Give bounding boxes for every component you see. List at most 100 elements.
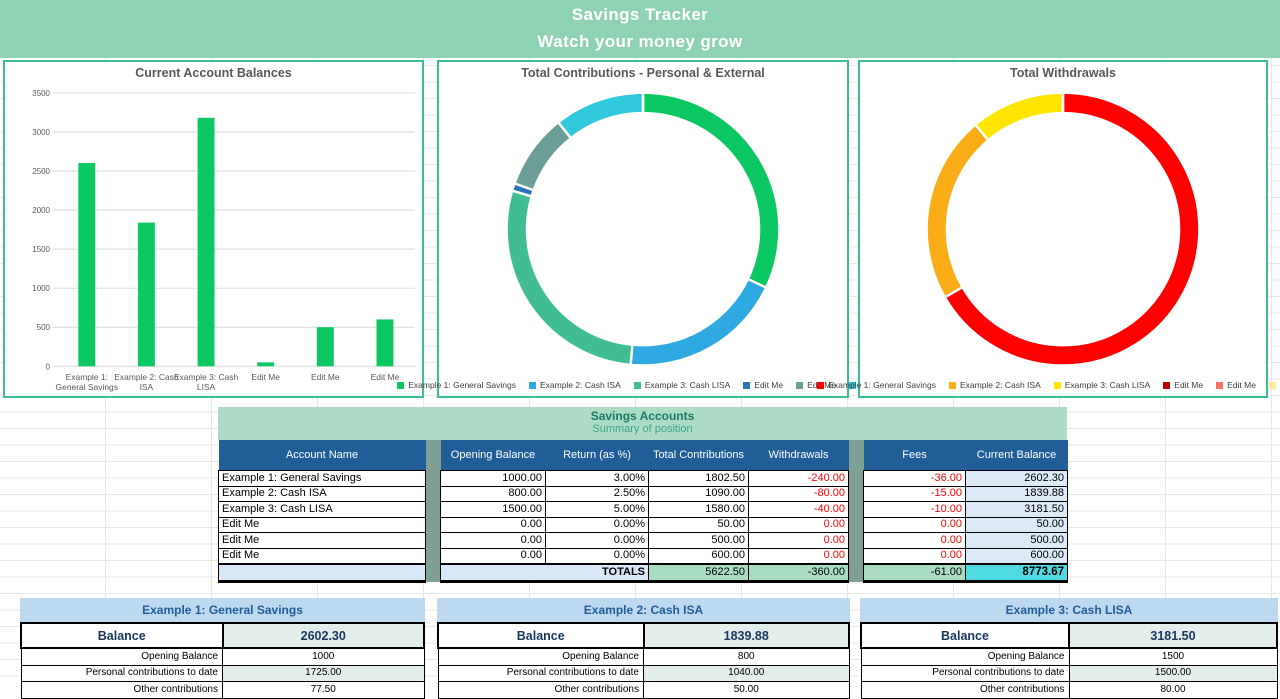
donut-chart-withdrawals[interactable]: Total Withdrawals Example 1: General Sav… xyxy=(858,60,1268,398)
detail-value[interactable]: 1000 xyxy=(223,648,425,665)
y-tick-label: 3500 xyxy=(32,89,50,98)
chart-title: Current Account Balances xyxy=(5,62,422,83)
body-cell[interactable]: 1000.00 xyxy=(441,471,546,487)
panel-title[interactable]: Example 3: Cash LISA xyxy=(860,598,1278,622)
detail-label[interactable]: Opening Balance xyxy=(861,648,1069,665)
accounts-table-banner[interactable]: Savings Accounts Summary of position xyxy=(218,407,1067,440)
body-cell[interactable]: 600.00 xyxy=(966,548,1068,564)
body-cell[interactable]: -40.00 xyxy=(749,502,849,518)
detail-label[interactable]: Personal contributions to date xyxy=(21,665,223,682)
totals-cell[interactable]: TOTALS xyxy=(441,564,649,582)
body-cell[interactable]: 0.00 xyxy=(749,533,849,549)
body-cell[interactable]: -15.00 xyxy=(864,486,966,502)
body-cell[interactable]: Example 1: General Savings xyxy=(219,471,426,487)
balance-value[interactable]: 3181.50 xyxy=(1069,623,1277,648)
legend-item: Edit Me xyxy=(1163,380,1203,390)
body-cell[interactable]: 2.50% xyxy=(546,486,649,502)
body-cell[interactable]: 0.00 xyxy=(864,517,966,533)
balance-label[interactable]: Balance xyxy=(861,623,1069,648)
column-separator xyxy=(426,502,441,518)
body-cell[interactable]: Edit Me xyxy=(219,517,426,533)
detail-label[interactable]: Opening Balance xyxy=(438,648,644,665)
body-cell[interactable]: 0.00 xyxy=(864,533,966,549)
body-cell[interactable]: 50.00 xyxy=(649,517,749,533)
body-cell[interactable]: 0.00 xyxy=(441,517,546,533)
panel-title[interactable]: Example 1: General Savings xyxy=(20,598,425,622)
body-cell[interactable]: 1090.00 xyxy=(649,486,749,502)
detail-value[interactable]: 1725.00 xyxy=(223,665,425,682)
body-cell[interactable]: 2602.30 xyxy=(966,471,1068,487)
body-cell[interactable]: -80.00 xyxy=(749,486,849,502)
legend-swatch xyxy=(634,382,641,389)
detail-value[interactable]: 1040.00 xyxy=(644,665,850,682)
totals-cell[interactable]: 8773.67 xyxy=(966,564,1068,582)
body-cell[interactable]: 50.00 xyxy=(966,517,1068,533)
header-cell[interactable]: Total Contributions xyxy=(649,440,749,471)
header-cell[interactable]: Opening Balance xyxy=(441,440,546,471)
totals-cell[interactable]: 5622.50 xyxy=(649,564,749,582)
balance-label[interactable]: Balance xyxy=(438,623,644,648)
detail-value[interactable]: 800 xyxy=(644,648,850,665)
totals-cell[interactable]: -61.00 xyxy=(864,564,966,582)
detail-label[interactable]: Opening Balance xyxy=(21,648,223,665)
body-cell[interactable]: 1802.50 xyxy=(649,471,749,487)
column-separator xyxy=(426,471,441,487)
header-cell[interactable]: Withdrawals xyxy=(749,440,849,471)
body-cell[interactable]: 0.00% xyxy=(546,517,649,533)
body-cell[interactable]: 1500.00 xyxy=(441,502,546,518)
y-tick-label: 2000 xyxy=(32,206,50,215)
detail-value[interactable]: 1500 xyxy=(1069,648,1277,665)
body-cell[interactable]: 3.00% xyxy=(546,471,649,487)
body-cell[interactable]: 0.00 xyxy=(749,548,849,564)
body-cell[interactable]: 0.00% xyxy=(546,533,649,549)
legend-swatch xyxy=(1054,382,1061,389)
body-cell[interactable]: -36.00 xyxy=(864,471,966,487)
body-cell[interactable]: 0.00 xyxy=(441,533,546,549)
totals-cell[interactable]: -360.00 xyxy=(749,564,849,582)
header-cell[interactable]: Return (as %) xyxy=(546,440,649,471)
legend-label: Example 2: Cash ISA xyxy=(540,380,621,390)
balance-label[interactable]: Balance xyxy=(21,623,223,648)
header-cell[interactable]: Account Name xyxy=(219,440,426,471)
body-cell[interactable]: -10.00 xyxy=(864,502,966,518)
detail-label[interactable]: Personal contributions to date xyxy=(861,665,1069,682)
body-cell[interactable]: 800.00 xyxy=(441,486,546,502)
column-separator xyxy=(849,471,864,487)
body-cell[interactable]: 600.00 xyxy=(649,548,749,564)
body-cell[interactable]: 0.00% xyxy=(546,548,649,564)
body-cell[interactable]: 0.00 xyxy=(441,548,546,564)
detail-label[interactable]: Personal contributions to date xyxy=(438,665,644,682)
header-cell[interactable]: Current Balance xyxy=(966,440,1068,471)
totals-cell[interactable] xyxy=(219,564,426,582)
body-cell[interactable]: 5.00% xyxy=(546,502,649,518)
column-separator xyxy=(849,440,864,471)
panel-title[interactable]: Example 2: Cash ISA xyxy=(437,598,850,622)
body-cell[interactable]: 1839.88 xyxy=(966,486,1068,502)
balance-value[interactable]: 1839.88 xyxy=(644,623,850,648)
column-separator xyxy=(426,517,441,533)
body-cell[interactable]: Example 3: Cash LISA xyxy=(219,502,426,518)
body-cell[interactable]: 3181.50 xyxy=(966,502,1068,518)
y-tick-label: 1500 xyxy=(32,245,50,254)
body-cell[interactable]: Edit Me xyxy=(219,548,426,564)
header-cell[interactable]: Fees xyxy=(864,440,966,471)
body-cell[interactable]: -240.00 xyxy=(749,471,849,487)
donut-chart-contributions[interactable]: Total Contributions - Personal & Externa… xyxy=(437,60,849,398)
detail-value[interactable]: 1500.00 xyxy=(1069,665,1277,682)
body-cell[interactable]: Example 2: Cash ISA xyxy=(219,486,426,502)
body-cell[interactable]: Edit Me xyxy=(219,533,426,549)
body-cell[interactable]: 500.00 xyxy=(649,533,749,549)
balance-value[interactable]: 2602.30 xyxy=(223,623,425,648)
body-cell[interactable]: 1580.00 xyxy=(649,502,749,518)
legend-swatch xyxy=(796,382,803,389)
body-cell[interactable]: 0.00 xyxy=(864,548,966,564)
body-cell[interactable]: 0.00 xyxy=(749,517,849,533)
body-cell[interactable]: 500.00 xyxy=(966,533,1068,549)
